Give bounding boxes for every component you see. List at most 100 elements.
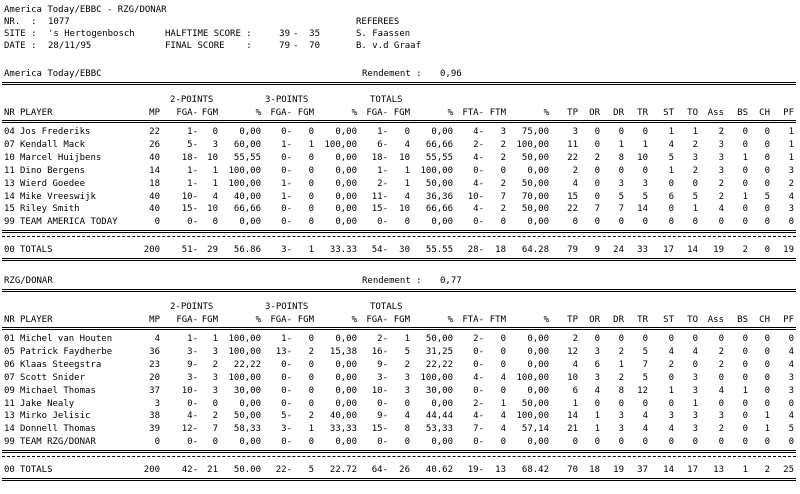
table-cell: 1	[692, 204, 698, 215]
rendement-value: 0,77	[440, 276, 462, 286]
table-cell: 4	[642, 411, 648, 422]
table-cell: 40	[149, 204, 160, 215]
column-header: %	[543, 108, 549, 118]
table-cell: 3	[692, 152, 698, 163]
table-cell: 1	[668, 385, 674, 396]
table-cell: 2	[500, 139, 506, 150]
column-header: %	[447, 315, 453, 325]
column-header: FTM	[489, 108, 506, 118]
column-header: TR	[637, 108, 648, 118]
table-cell: 13	[4, 411, 15, 422]
table-cell: 10-	[181, 191, 198, 202]
table-cell: 3	[212, 385, 218, 396]
table-cell: 2	[308, 346, 314, 357]
table-cell: 1-	[281, 178, 292, 189]
table-cell: 0	[764, 398, 770, 409]
column-header: FGA-	[270, 108, 292, 118]
table-cell: 0,00	[239, 398, 261, 409]
totals-cell: 00	[4, 465, 15, 476]
table-cell: 4	[572, 178, 578, 189]
column-header: TP	[567, 315, 578, 325]
table-cell: 5	[642, 191, 648, 202]
table-cell: 0,00	[335, 165, 357, 176]
final-dash: -	[293, 41, 299, 51]
table-cell: 14	[4, 191, 15, 202]
column-header: PF	[783, 108, 794, 118]
table-cell: 0	[618, 334, 624, 344]
table-cell: 0	[742, 178, 748, 189]
table-cell: 0	[742, 437, 748, 448]
table-cell: 14	[637, 204, 648, 215]
totals-cell: 13	[495, 465, 506, 476]
table-cell: 10	[567, 372, 578, 383]
table-cell: 0,00	[431, 437, 453, 448]
totals-cell: 42-	[181, 465, 198, 476]
column-header: FGM	[201, 315, 218, 325]
table-cell: 0	[308, 437, 314, 448]
table-cell: 4	[212, 191, 218, 202]
table-cell: 0-	[473, 346, 484, 357]
table-cell: 0	[594, 437, 600, 448]
table-cell: 50,00	[521, 152, 549, 163]
table-cell: Marcel Huijbens	[20, 152, 102, 163]
table-cell: 3	[692, 372, 698, 383]
table-cell: 100,00	[516, 372, 549, 383]
table-cell: 0	[764, 359, 770, 370]
totals-cell: 56.86	[233, 245, 261, 256]
nr-value: 1077	[48, 17, 70, 27]
table-cell: 0	[668, 217, 674, 228]
table-cell: Michael Thomas	[20, 385, 96, 396]
totals-cell: 33	[637, 245, 648, 256]
table-cell: 2-	[377, 178, 388, 189]
table-cell: 07	[4, 372, 15, 383]
table-cell: 0	[788, 334, 794, 344]
table-cell: 3	[718, 165, 724, 176]
table-cell: 1-	[187, 127, 198, 137]
table-cell: 0	[692, 178, 698, 189]
table-cell: 3	[668, 411, 674, 422]
table-cell: 0	[788, 398, 794, 409]
rendement-label: Rendement :	[362, 276, 422, 286]
table-cell: 0-	[281, 398, 292, 409]
table-cell: 0	[718, 398, 724, 409]
table-cell: Riley Smith	[20, 204, 80, 215]
totals-cell: 19	[613, 465, 624, 476]
double-rule	[2, 478, 796, 482]
table-cell: 0	[742, 411, 748, 422]
totals-cell: 28-	[467, 245, 484, 256]
double-rule	[2, 258, 796, 262]
table-cell: 0-	[377, 437, 388, 448]
table-cell: 0	[642, 334, 648, 344]
totals-cell: 79	[567, 245, 578, 256]
column-header: %	[255, 315, 261, 325]
table-cell: 2	[572, 334, 578, 344]
table-cell: 0	[788, 437, 794, 448]
table-cell: 0,00	[335, 398, 357, 409]
table-cell: 8	[618, 385, 624, 396]
table-cell: Mirko Jelisic	[20, 411, 91, 422]
table-cell: 1	[618, 359, 624, 370]
totals-cell: 1	[308, 245, 314, 256]
table-cell: 0	[212, 127, 218, 137]
table-cell: 0,00	[335, 385, 357, 396]
table-cell: 0-	[281, 217, 292, 228]
table-cell: 0-	[473, 217, 484, 228]
column-header: FGA-	[270, 315, 292, 325]
table-cell: 0,00	[335, 359, 357, 370]
table-cell: 0-	[473, 385, 484, 396]
table-cell: 2	[618, 346, 624, 357]
table-cell: 8	[618, 152, 624, 163]
table-cell: 15,38	[329, 346, 357, 357]
table-cell: 0	[500, 437, 506, 448]
table-cell: 0,00	[527, 346, 549, 357]
table-cell: 0-	[281, 127, 292, 137]
column-header: FTA-	[462, 315, 484, 325]
table-cell: 0,00	[527, 165, 549, 176]
table-cell: 0	[642, 437, 648, 448]
double-rule	[2, 230, 796, 234]
table-cell: 0	[668, 334, 674, 344]
table-cell: 1	[642, 139, 648, 150]
table-cell: 99	[4, 437, 15, 448]
table-cell: 22	[567, 204, 578, 215]
totals-cell: 5	[308, 465, 314, 476]
